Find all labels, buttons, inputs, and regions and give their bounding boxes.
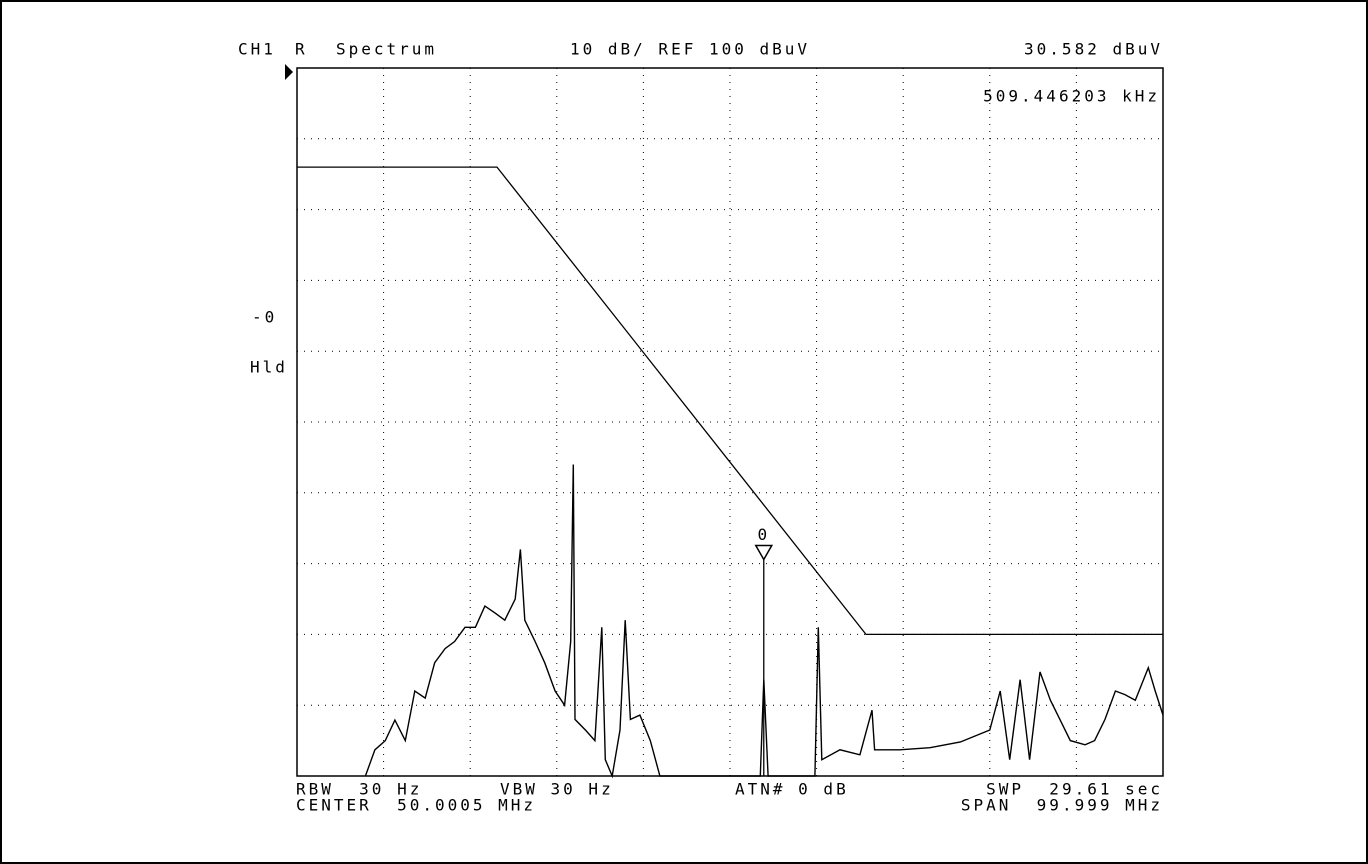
center: CENTER 50.0005 MHz xyxy=(296,796,536,815)
channel: CH1 xyxy=(238,40,276,59)
side-label: Hld xyxy=(250,358,288,377)
mode: R xyxy=(295,40,308,59)
span: SPAN 99.999 MHz xyxy=(961,796,1163,815)
rbw: RBW 30 Hz xyxy=(296,780,422,799)
marker xyxy=(754,544,774,561)
marker-label: 0 xyxy=(757,525,770,544)
title: Spectrum xyxy=(336,40,437,59)
vbw: VBW 30 Hz xyxy=(500,780,614,799)
ref-indicator xyxy=(285,64,293,80)
marker-level: 30.582 dBuV xyxy=(1024,40,1163,59)
scale: 10 dB/ REF 100 dBuV xyxy=(570,40,810,59)
side-label: -0 xyxy=(252,308,277,327)
swp: SWP 29.61 sec xyxy=(986,780,1163,799)
marker-frequency: 509.446203 kHz xyxy=(983,87,1160,106)
limit-line xyxy=(297,166,1163,636)
atn: ATN# 0 dB xyxy=(735,780,849,799)
spectrum-trace xyxy=(364,464,1164,779)
